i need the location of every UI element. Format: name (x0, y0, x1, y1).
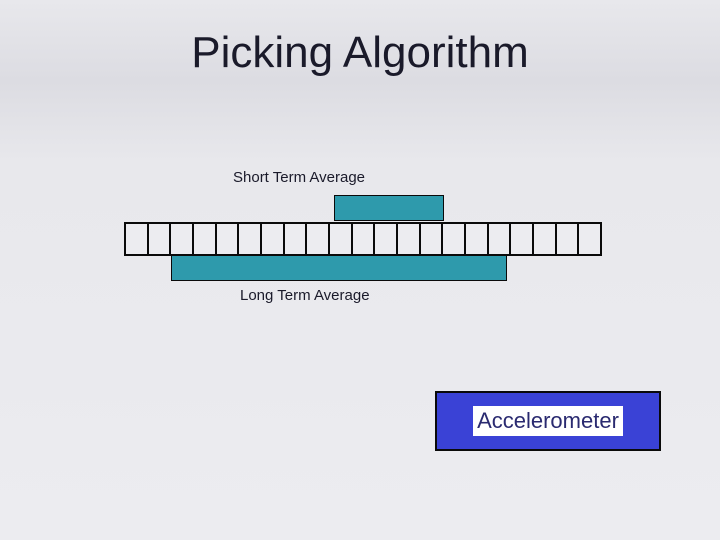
buffer-cell (489, 224, 512, 254)
slide-title: Picking Algorithm (0, 28, 720, 78)
buffer-cell (511, 224, 534, 254)
buffer-cell (126, 224, 149, 254)
buffer-cell (194, 224, 217, 254)
buffer-cell (579, 224, 600, 254)
buffer-cell (421, 224, 444, 254)
buffer-cell (557, 224, 580, 254)
long-term-bar (171, 255, 507, 281)
buffer-cell (443, 224, 466, 254)
buffer-cell (307, 224, 330, 254)
buffer-cell (285, 224, 308, 254)
buffer-cell (239, 224, 262, 254)
buffer-cell (149, 224, 172, 254)
buffer-cell (330, 224, 353, 254)
accelerometer-box: Accelerometer (435, 391, 661, 451)
buffer-cell (353, 224, 376, 254)
buffer-cell (217, 224, 240, 254)
buffer-cell (375, 224, 398, 254)
buffer-cell (534, 224, 557, 254)
buffer-cell (466, 224, 489, 254)
buffer-cell (398, 224, 421, 254)
buffer-cell (171, 224, 194, 254)
buffer-cell (262, 224, 285, 254)
accelerometer-label: Accelerometer (473, 406, 623, 436)
long-term-label: Long Term Average (240, 287, 370, 304)
buffer-grid (124, 222, 602, 256)
short-term-label: Short Term Average (233, 169, 365, 186)
short-term-bar (334, 195, 444, 221)
